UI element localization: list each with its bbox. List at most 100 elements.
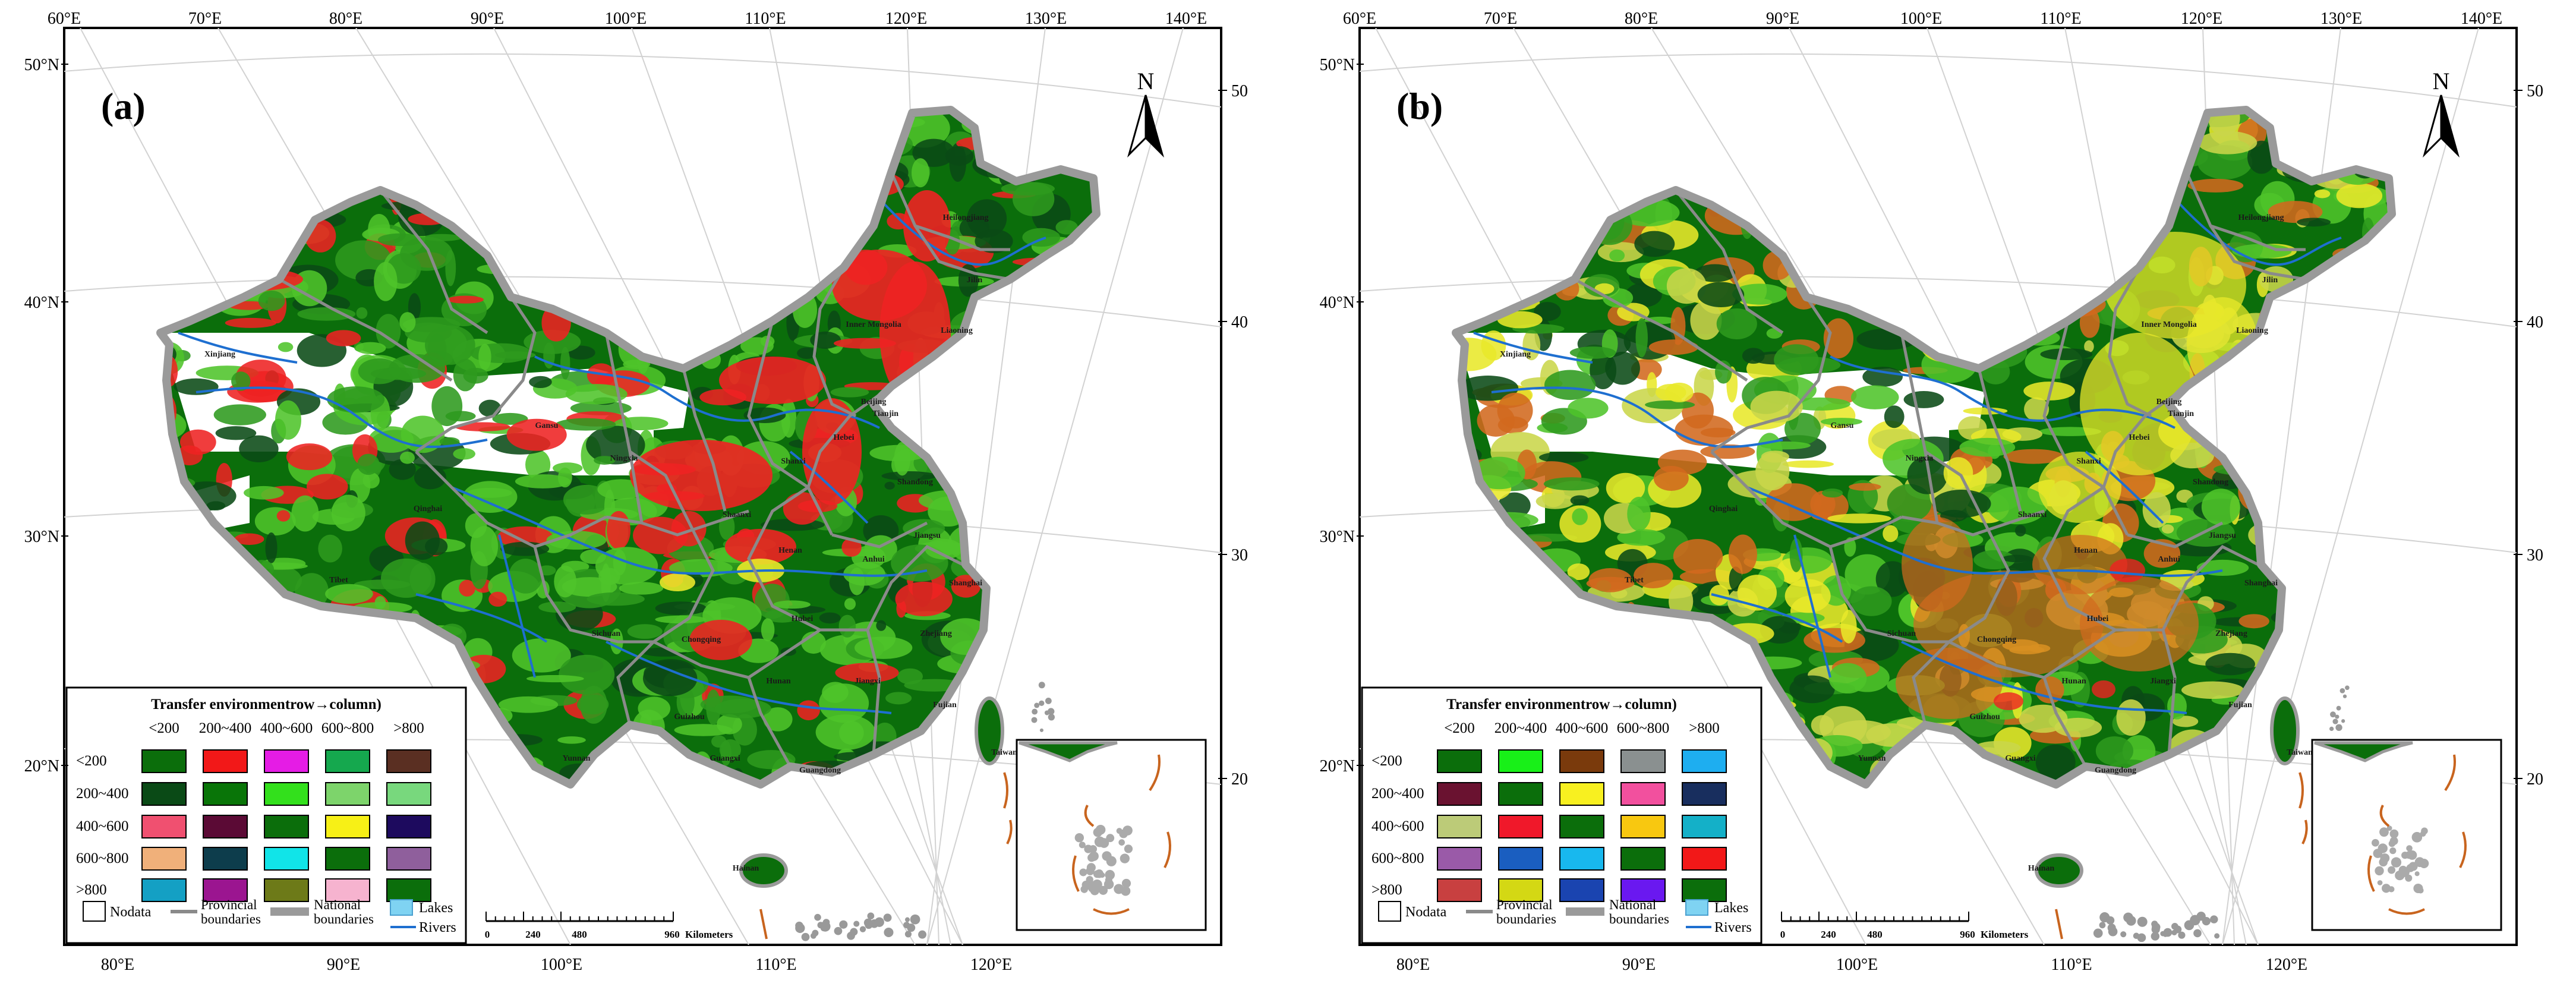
legend-row-label: >800 [76,882,107,898]
province-label: Liaoning [941,326,973,335]
province-label: Hainan [733,864,759,873]
province-labels: Heilongjiang Jilin Liaoning Inner Mongolia B… [1500,213,2313,873]
bottom-longitude-label: 80°E [101,956,134,974]
island-dot [2120,931,2127,938]
legend-swatch [1682,847,1727,871]
island-dot [2099,922,2106,929]
province-labels: Heilongjiang Jilin Liaoning Inner Mongolia B… [204,213,1017,873]
legend-swatch [386,782,431,806]
legend-swatch [264,749,309,773]
legend-title: Transfer environmentrow→column) [1446,696,1677,713]
legend-column-label: 200~400 [199,720,252,736]
legend-swatch [1559,749,1604,773]
province-label: Shaanxi [723,510,751,519]
province-label: Xinjiang [204,350,235,359]
legend-swatch [141,782,187,806]
island-dot [2332,718,2338,724]
province-label: Chongqing [1977,635,2016,644]
top-longitude-label: 70°E [188,10,222,28]
province-label: Shaanxi [2018,510,2047,519]
province-label: Inner Mongolia [2141,320,2196,329]
province-label: Shanghai [949,579,982,588]
dash-line [2055,909,2063,940]
scale-tick-label: 0 [1780,929,1786,940]
top-longitude-label: 80°E [329,10,362,28]
legend-row-label: <200 [1371,753,1402,769]
island-dot [2214,933,2220,939]
legend-swatch [325,847,370,871]
island-dot [834,926,843,935]
legend-column-label: <200 [1444,720,1475,736]
island-dot [2151,932,2160,941]
legend-swatch [1620,847,1666,871]
national-label: National [1609,897,1656,912]
island-dot [910,914,920,925]
left-latitude-label: 50°N [24,56,59,74]
legend-column-label: >800 [393,720,424,736]
province-label: Sichuan [1887,629,1916,638]
province-label: Hebei [2129,433,2150,442]
legend-row-label: 200~400 [76,786,129,802]
province-label: Yunnan [563,754,591,763]
province-label: Hubei [792,614,814,623]
island-dot [904,931,912,938]
island-dot [2336,705,2341,711]
island-dot [2093,928,2103,938]
island-dot [874,917,884,927]
scale-tick-label: 960 [1960,929,1975,940]
province-label: Liaoning [2236,326,2268,335]
province-label: Guangdong [799,766,841,775]
island-dot [812,929,819,937]
legend-swatch [386,749,431,773]
island-dot [2163,928,2173,937]
bottom-longitude-label: 120°E [970,956,1012,974]
left-latitude-label: 30°N [24,528,59,546]
rivers-layer [1473,177,2342,714]
island-dot [2196,912,2206,921]
left-latitude-label: 20°N [1320,757,1355,776]
scale-bar: 0 240 480 960 Kilometers [1780,912,2029,940]
legend-swatch [264,847,309,871]
province-label: Yunnan [1858,754,1886,763]
legend-swatch [141,815,187,838]
bottom-longitude-label: 100°E [541,956,582,974]
island-dot [2339,688,2345,693]
province-label: Inner Mongolia [846,320,901,329]
province-label: Shanxi [2076,457,2101,466]
island-dot [2345,685,2350,691]
scale-tick-label: 240 [525,929,541,940]
province-label: Hunan [766,677,790,686]
legend-swatch [1559,878,1604,902]
nodata-label: Nodata [110,904,152,920]
legend-swatch [1620,749,1666,773]
lakes-swatch [390,899,413,916]
top-longitude-label: 100°E [1900,10,1942,28]
legend-column-label: 600~800 [321,720,374,736]
province-label: Jiangsu [2209,531,2236,540]
right-latitude-label: 40°N [2527,313,2543,332]
island-dot [859,926,866,932]
province-label: Qinghai [414,505,442,513]
top-longitude-label: 60°E [1343,10,1376,28]
province-label: Fujian [2228,701,2252,710]
legend-row-label: <200 [76,753,107,769]
province-label: Taiwan [2287,748,2313,757]
legend-swatch [203,749,248,773]
taiwan-island [2270,696,2300,765]
island-dot [2193,929,2202,938]
legend-swatch [1437,815,1482,838]
legend-row-label: 400~600 [76,818,129,834]
north-label: N [1137,68,1155,94]
province-label: Fujian [933,701,957,710]
island-dot [850,928,858,936]
province-label: Gansu [1831,421,1854,430]
province-label: Anhui [862,555,884,564]
legend-swatch [386,847,431,871]
bottom-longitude-label: 90°E [1622,956,1656,974]
province-label: Heilongjiang [942,213,988,222]
taiwan-island [975,696,1004,765]
legend-swatch [1437,782,1482,806]
island-dot [2108,926,2118,937]
dash-line [2301,819,2308,844]
rivers-label: Rivers [419,920,456,935]
